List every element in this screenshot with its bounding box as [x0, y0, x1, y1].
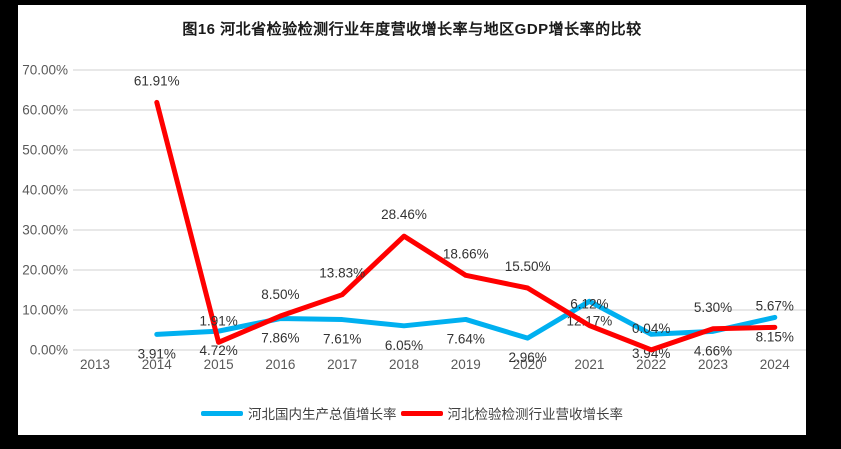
data-label: 61.91% — [134, 73, 180, 88]
data-label: 4.72% — [199, 343, 237, 358]
x-axis-tick-label: 2021 — [574, 357, 604, 372]
legend-line-swatch-gdp — [201, 410, 243, 416]
line-chart-svg: 0.00% 10.00% 20.00% 30.00% 40.00% 50.00% 60.00… — [22, 63, 806, 372]
series-line-revenue — [154, 99, 778, 353]
x-axis-tick-label: 2016 — [265, 357, 295, 372]
x-axis-tick-label: 2020 — [513, 357, 543, 372]
y-axis-tick-label: 70.00% — [22, 63, 68, 78]
data-label: 2.96% — [508, 350, 546, 365]
y-axis-tick-label: 30.00% — [22, 223, 68, 238]
x-axis-tick-label: 2017 — [327, 357, 357, 372]
y-axis-tick-label: 0.00% — [30, 343, 68, 358]
y-axis-tick-label: 50.00% — [22, 143, 68, 158]
data-label: 7.86% — [261, 331, 299, 346]
legend-item-revenue-growth: 河北检验检测行业营收增长率 — [400, 403, 624, 423]
data-label: 3.91% — [138, 346, 176, 361]
legend-label-gdp: 河北国内生产总值增长率 — [248, 407, 397, 422]
chart-panel: 图16 河北省检验检测行业年度营收增长率与地区GDP增长率的比较 0.00% 10… — [18, 5, 806, 435]
x-axis-tick-label: 2014 — [142, 357, 173, 372]
legend-label-revenue: 河北检验检测行业营收增长率 — [447, 407, 624, 422]
data-label: 6.05% — [385, 338, 423, 353]
y-axis-tick-label: 10.00% — [22, 303, 68, 318]
data-label: 8.15% — [756, 329, 794, 344]
data-label: 6.12% — [570, 297, 608, 312]
chart-legend: 河北国内生产总值增长率 河北检验检测行业营收增长率 — [18, 403, 806, 423]
data-label: 1.91% — [199, 313, 237, 328]
legend-line-swatch-revenue — [400, 410, 443, 416]
y-axis-tick-label: 40.00% — [22, 183, 68, 198]
data-label: 7.61% — [323, 332, 361, 347]
data-label: 7.64% — [447, 331, 485, 346]
y-axis-tick-label: 60.00% — [22, 103, 68, 118]
data-label: 13.83% — [319, 266, 365, 281]
data-label: 18.66% — [443, 246, 489, 261]
data-label: 5.67% — [756, 298, 794, 313]
x-axis-tick-label: 2024 — [760, 357, 791, 372]
data-label: 15.50% — [505, 259, 551, 274]
chart-title: 图16 河北省检验检测行业年度营收增长率与地区GDP增长率的比较 — [182, 21, 642, 38]
data-label: 4.66% — [694, 343, 732, 358]
legend-item-gdp-growth: 河北国内生产总值增长率 — [201, 403, 397, 423]
y-axis-tick-label: 20.00% — [22, 263, 68, 278]
data-label: 5.30% — [694, 300, 732, 315]
x-axis-tick-label: 2015 — [204, 357, 234, 372]
data-label: 0.04% — [632, 321, 670, 336]
data-label: 3.94% — [632, 346, 670, 361]
x-axis-tick-label: 2018 — [389, 357, 419, 372]
x-axis-tick-label: 2023 — [698, 357, 728, 372]
x-axis-tick-label: 2022 — [636, 357, 666, 372]
data-label: 28.46% — [381, 207, 427, 222]
x-axis-tick-label: 2013 — [80, 357, 110, 372]
x-axis-tick-label: 2019 — [451, 357, 481, 372]
data-label: 8.50% — [261, 287, 299, 302]
